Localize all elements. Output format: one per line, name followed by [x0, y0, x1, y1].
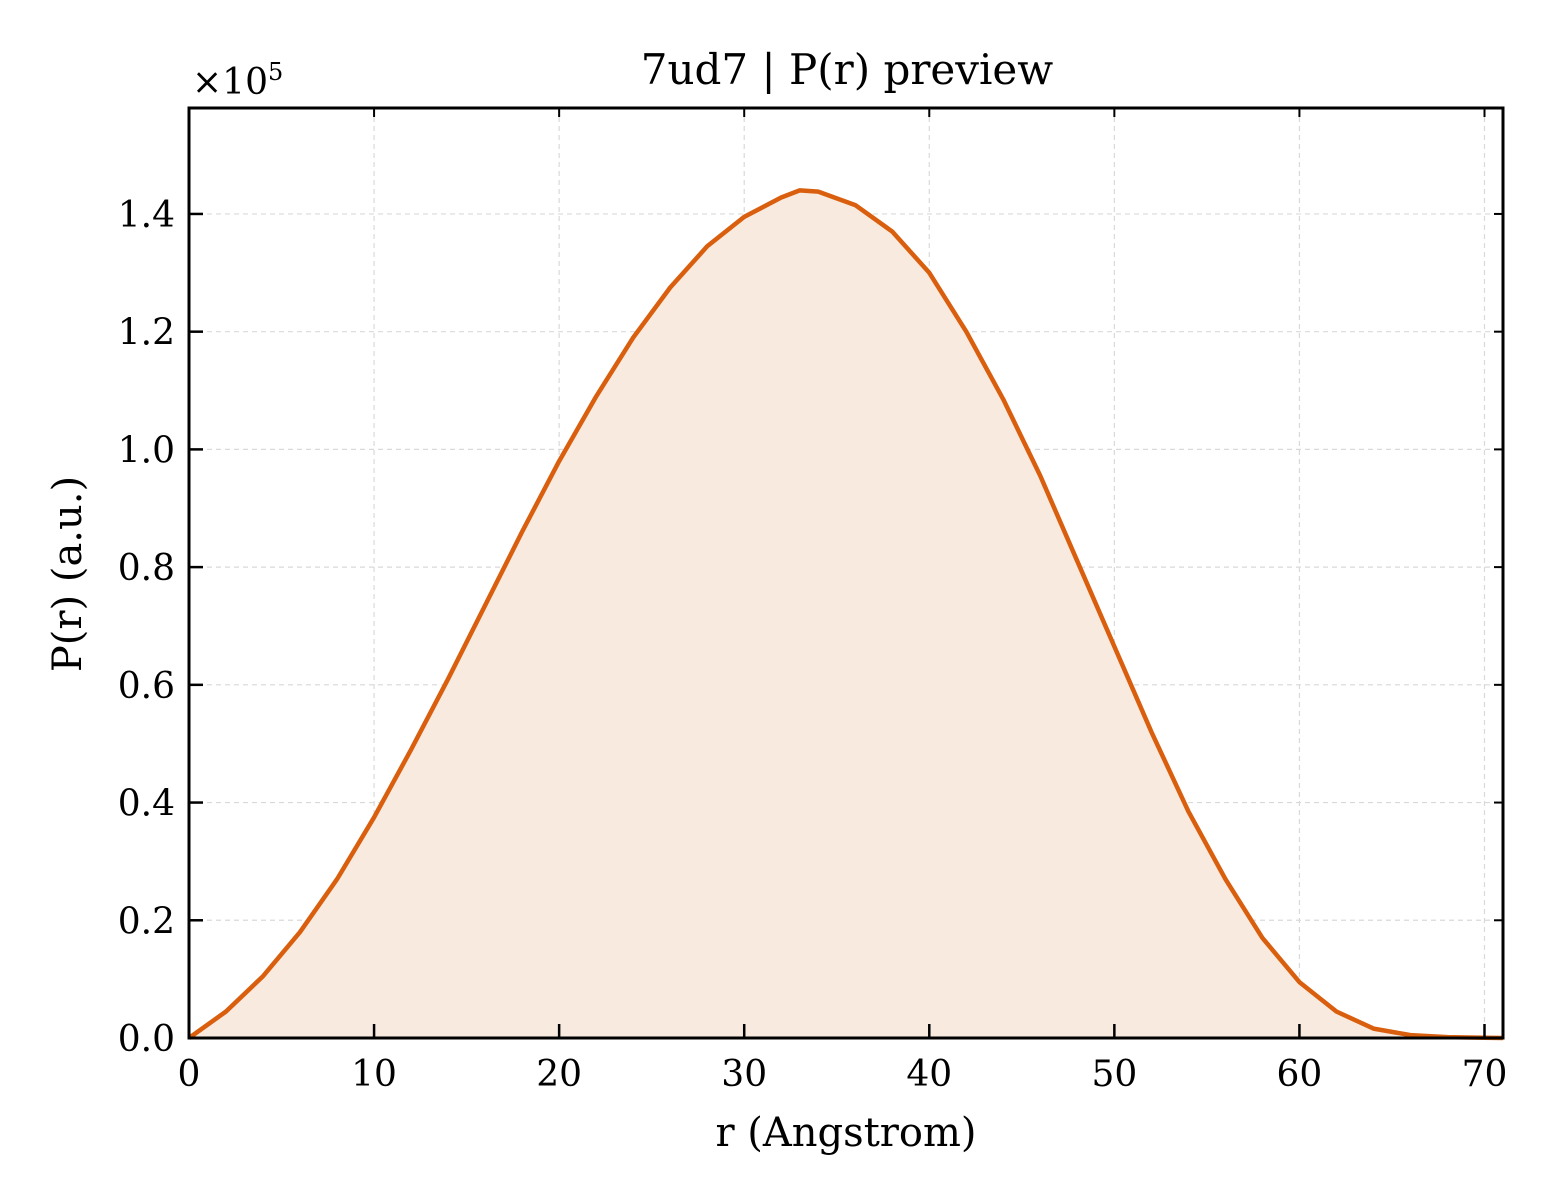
y-tick-label: 1.2	[118, 313, 175, 354]
x-tick-label: 20	[536, 1054, 582, 1095]
y-multiplier: ×105	[192, 58, 283, 103]
chart-title: 7ud7 | P(r) preview	[641, 45, 1054, 94]
y-multiplier-exponent: 5	[268, 58, 283, 86]
y-axis-label: P(r) (a.u.)	[45, 476, 91, 672]
x-tick-label: 60	[1277, 1054, 1323, 1095]
y-tick-label: 0.4	[118, 784, 175, 825]
y-tick-label: 0.2	[118, 901, 175, 942]
y-tick-label: 1.4	[118, 195, 175, 236]
y-tick-label: 1.0	[118, 430, 175, 471]
x-tick-label: 40	[906, 1054, 952, 1095]
x-tick-label: 10	[351, 1054, 397, 1095]
x-tick-label: 70	[1462, 1054, 1508, 1095]
axis-ticks: 0 10 20 30 40 50 60 70 0.0 0.2 0.4 0.6 0.8 1.0 1.2 1.4	[118, 108, 1508, 1095]
y-tick-label: 0.8	[118, 548, 175, 589]
x-tick-label: 30	[721, 1054, 767, 1095]
y-tick-label: 0.0	[118, 1019, 175, 1060]
y-multiplier-base: ×10	[192, 62, 268, 103]
plot-frame	[187, 106, 1505, 1040]
y-tick-label: 0.6	[118, 666, 175, 707]
pr-curve	[187, 188, 1504, 1041]
x-axis-label: r (Angstrom)	[715, 1110, 976, 1156]
x-tick-label: 50	[1091, 1054, 1137, 1095]
x-tick-label: 0	[178, 1054, 201, 1095]
area-fill	[189, 190, 1503, 1038]
